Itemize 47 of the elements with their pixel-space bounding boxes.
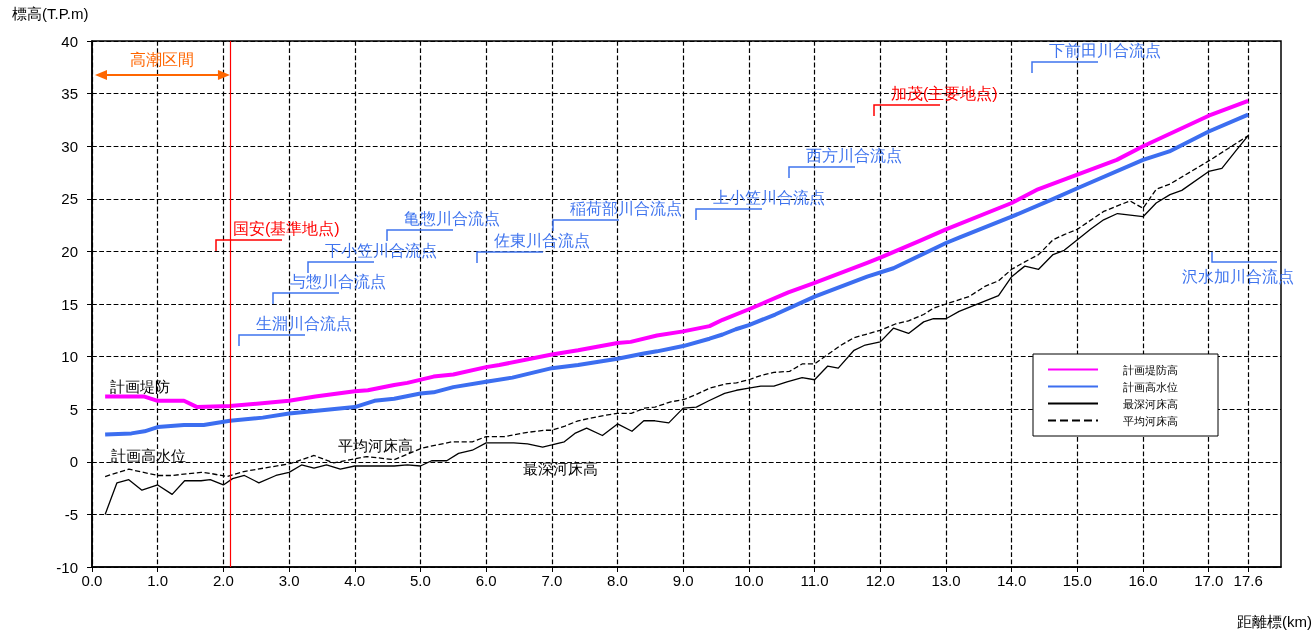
x-tick-label: 13.0 xyxy=(931,572,961,589)
x-tick-label: 3.0 xyxy=(278,572,300,589)
annotation: 稲荷部川合流点 xyxy=(570,199,682,217)
y-tick-label: 5 xyxy=(69,400,78,418)
x-tick-label: 2.0 xyxy=(212,572,234,589)
x-tick-label: 1.0 xyxy=(147,572,169,589)
y-tick-label: 0 xyxy=(69,453,78,471)
annotation: 国安(基準地点) xyxy=(233,219,340,237)
y-axis-title: 標高(T.P.m) xyxy=(12,5,89,22)
x-tick-label: 14.0 xyxy=(997,572,1027,589)
y-tick-label: 10 xyxy=(61,348,78,366)
y-tick-label: -5 xyxy=(64,505,78,523)
x-tick-label: 17.0 xyxy=(1194,572,1224,589)
annotation: 生淵川合流点 xyxy=(256,314,352,332)
x-tick-label: 7.0 xyxy=(541,572,563,589)
x-tick-label: 16.0 xyxy=(1128,572,1158,589)
annotation: 与惣川合流点 xyxy=(290,272,386,290)
annotation: 亀惣川合流点 xyxy=(404,209,500,227)
x-tick-label: 8.0 xyxy=(607,572,628,589)
annotation: 佐東川合流点 xyxy=(494,231,590,249)
annotation: 西方川合流点 xyxy=(806,146,902,164)
annotation: 下前田川合流点 xyxy=(1049,41,1161,59)
x-tick-label: 11.0 xyxy=(800,572,829,589)
y-tick-label: 15 xyxy=(61,295,78,313)
x-tick-label: 0.0 xyxy=(81,572,103,589)
x-tick-label: 15.0 xyxy=(1062,572,1092,589)
x-tick-label: 6.0 xyxy=(475,572,497,589)
y-tick-label: 30 xyxy=(61,137,78,155)
x-tick-label: 4.0 xyxy=(344,572,366,589)
legend-label: 平均河床高 xyxy=(1123,414,1178,427)
x-tick-label: 17.6 xyxy=(1233,572,1263,589)
y-tick-label: -10 xyxy=(56,558,78,576)
y-tick-label: 40 xyxy=(61,32,78,50)
annotation: 計画堤防 xyxy=(110,377,170,395)
y-tick-label: 35 xyxy=(61,85,78,103)
x-tick-label: 10.0 xyxy=(734,572,764,589)
legend-label: 計画高水位 xyxy=(1123,380,1178,393)
x-tick-label: 5.0 xyxy=(410,572,431,589)
legend-label: 計画堤防高 xyxy=(1123,363,1178,376)
x-axis-title: 距離標(km) xyxy=(1237,613,1313,630)
x-tick-label: 9.0 xyxy=(672,572,694,589)
x-tick-label: 12.0 xyxy=(865,572,895,589)
annotation: 平均河床高 xyxy=(338,436,413,454)
legend-label: 最深河床高 xyxy=(1123,397,1178,410)
annotation: 高潮区間 xyxy=(130,50,195,68)
y-tick-label: 25 xyxy=(61,190,78,208)
y-tick-label: 20 xyxy=(61,242,78,260)
